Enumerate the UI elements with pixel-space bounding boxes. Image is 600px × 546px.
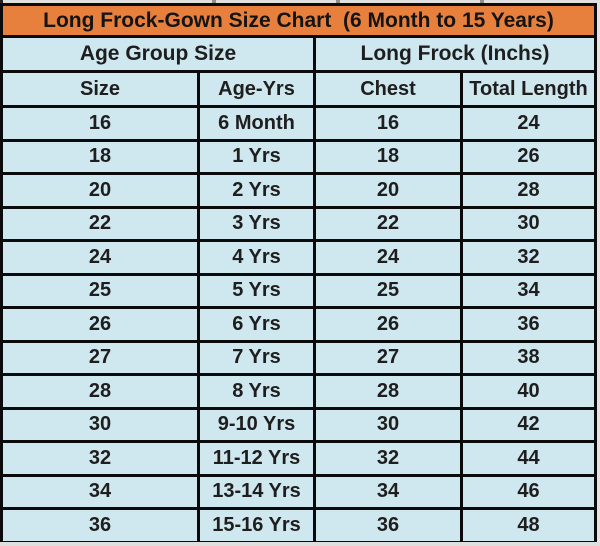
table-cell: 15-16 Yrs	[197, 507, 316, 544]
top-edge-artifact	[0, 0, 600, 3]
table-cell: 6 Yrs	[197, 306, 316, 343]
table-row: 36 15-16 Yrs 36 48	[0, 507, 597, 544]
corner-artifact	[0, 0, 3, 3]
table-cell: 27	[0, 339, 200, 376]
table-cell: 26	[460, 138, 597, 175]
table-cell: 36	[0, 507, 200, 544]
table-cell: 28	[0, 373, 200, 410]
table-cell: 20	[0, 172, 200, 209]
gridline-artifact	[336, 0, 340, 3]
table-cell: 27	[313, 339, 463, 376]
table-cell: 20	[313, 172, 463, 209]
table-cell: 40	[460, 373, 597, 410]
table-row: 20 2 Yrs 20 28	[0, 172, 597, 209]
table-cell: 22	[0, 205, 200, 242]
table-cell: 46	[460, 473, 597, 510]
table-cell: 34	[313, 473, 463, 510]
table-cell: 18	[0, 138, 200, 175]
table-row: 28 8 Yrs 28 40	[0, 373, 597, 410]
bottom-edge-artifact	[0, 542, 600, 546]
table-cell: 32	[0, 440, 200, 477]
table-cell: 24	[313, 239, 463, 276]
table-cell: 30	[313, 406, 463, 443]
table-body: 16 6 Month 16 24 18 1 Yrs 18 26 20 2 Yrs 20 28 22 3 Y…	[0, 105, 597, 544]
table-cell: 2 Yrs	[197, 172, 316, 209]
table-cell: 28	[460, 172, 597, 209]
table-row: 25 5 Yrs 25 34	[0, 272, 597, 309]
table-cell: 32	[313, 440, 463, 477]
table-cell: 11-12 Yrs	[197, 440, 316, 477]
table-header: Long Frock-Gown Size Chart (6 Month to 1…	[0, 3, 597, 108]
table-cell: 32	[460, 239, 597, 276]
table-cell: 3 Yrs	[197, 205, 316, 242]
table-cell: 36	[460, 306, 597, 343]
table-cell: 28	[313, 373, 463, 410]
table-cell: 9-10 Yrs	[197, 406, 316, 443]
table-cell: 34	[0, 473, 200, 510]
table-cell: 26	[0, 306, 200, 343]
column-header-row: Size Age-Yrs Chest Total Length	[0, 70, 597, 108]
table-cell: 38	[460, 339, 597, 376]
table-cell: 25	[313, 272, 463, 309]
table-cell: 8 Yrs	[197, 373, 316, 410]
table-cell: 30	[0, 406, 200, 443]
table-cell: 48	[460, 507, 597, 544]
table-cell: 42	[460, 406, 597, 443]
table-cell: 34	[460, 272, 597, 309]
table-cell: 4 Yrs	[197, 239, 316, 276]
table-row: 34 13-14 Yrs 34 46	[0, 473, 597, 510]
group-header-row: Age Group Size Long Frock (Inchs)	[0, 35, 597, 73]
table-cell: 16	[0, 105, 200, 142]
column-header-size: Size	[0, 70, 200, 108]
table-row: 18 1 Yrs 18 26	[0, 138, 597, 175]
size-chart-table: Long Frock-Gown Size Chart (6 Month to 1…	[0, 3, 597, 544]
table-cell: 24	[0, 239, 200, 276]
table-cell: 18	[313, 138, 463, 175]
title-row: Long Frock-Gown Size Chart (6 Month to 1…	[0, 3, 597, 38]
chart-title: Long Frock-Gown Size Chart (6 Month to 1…	[0, 3, 597, 38]
table-row: 26 6 Yrs 26 36	[0, 306, 597, 343]
column-header-chest: Chest	[313, 70, 463, 108]
group-header-age: Age Group Size	[0, 35, 316, 73]
table-row: 27 7 Yrs 27 38	[0, 339, 597, 376]
table-cell: 30	[460, 205, 597, 242]
table-cell: 7 Yrs	[197, 339, 316, 376]
table-cell: 26	[313, 306, 463, 343]
column-header-age-yrs: Age-Yrs	[197, 70, 316, 108]
table-row: 16 6 Month 16 24	[0, 105, 597, 142]
table-cell: 25	[0, 272, 200, 309]
table-cell: 36	[313, 507, 463, 544]
table-cell: 13-14 Yrs	[197, 473, 316, 510]
gridline-artifact	[212, 0, 216, 3]
gridline-artifact	[480, 0, 484, 3]
table-cell: 6 Month	[197, 105, 316, 142]
group-header-frock: Long Frock (Inchs)	[313, 35, 597, 73]
table-cell: 44	[460, 440, 597, 477]
table-cell: 24	[460, 105, 597, 142]
table-cell: 16	[313, 105, 463, 142]
column-header-total-length: Total Length	[460, 70, 597, 108]
table-cell: 22	[313, 205, 463, 242]
table-row: 22 3 Yrs 22 30	[0, 205, 597, 242]
table-cell: 5 Yrs	[197, 272, 316, 309]
table-row: 32 11-12 Yrs 32 44	[0, 440, 597, 477]
table-row: 30 9-10 Yrs 30 42	[0, 406, 597, 443]
table-cell: 1 Yrs	[197, 138, 316, 175]
table-row: 24 4 Yrs 24 32	[0, 239, 597, 276]
